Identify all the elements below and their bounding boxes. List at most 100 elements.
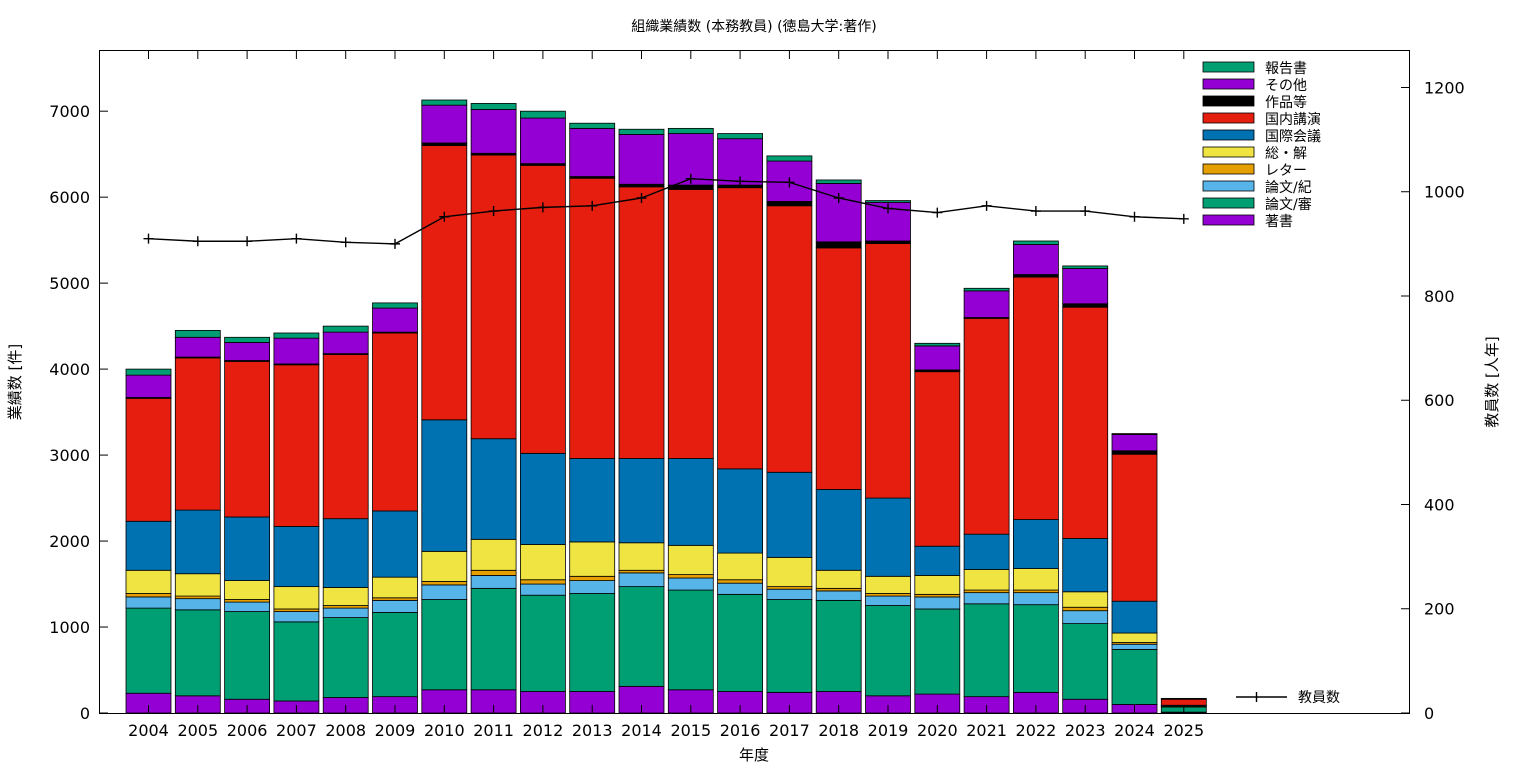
bar-segment-9 bbox=[1062, 265, 1109, 269]
bar-segment-9 bbox=[569, 122, 616, 129]
x-tick-label: 2015 bbox=[670, 721, 711, 740]
line-point bbox=[932, 207, 943, 218]
x-tick-label: 2019 bbox=[868, 721, 909, 740]
bar-segment-1 bbox=[717, 593, 763, 692]
bar-segment-6 bbox=[618, 186, 665, 459]
line-point bbox=[1129, 211, 1140, 222]
bar-segment-6 bbox=[470, 154, 517, 440]
x-tick-label: 2012 bbox=[523, 721, 564, 740]
bar-segment-6 bbox=[421, 145, 468, 421]
line-point bbox=[390, 238, 400, 249]
legend-label: 著書 bbox=[1265, 214, 1293, 230]
bar-segment-3 bbox=[520, 579, 566, 585]
x-tick-label: 2020 bbox=[917, 721, 958, 740]
line-legend-label: 教員数 bbox=[1298, 690, 1340, 706]
bar-segment-2 bbox=[322, 607, 369, 618]
bar-segment-4 bbox=[815, 569, 862, 589]
bar-segment-6 bbox=[914, 371, 961, 547]
bar-segment-8 bbox=[963, 290, 1010, 318]
bar-segment-9 bbox=[372, 302, 418, 309]
bar-segment-8 bbox=[569, 127, 616, 177]
bar-segment-9 bbox=[618, 128, 665, 135]
x-tick-label: 2011 bbox=[473, 721, 514, 740]
line-point bbox=[784, 177, 795, 188]
bar-segment-6 bbox=[815, 247, 862, 490]
bar-segment-5 bbox=[421, 419, 468, 552]
y-axis-right: 0 200 400 600 800 1000 1200 bbox=[1401, 78, 1465, 723]
bar-segment-4 bbox=[1062, 591, 1109, 608]
x-tick-label: 2010 bbox=[424, 721, 465, 740]
y-axis-label: 業績数 [件] bbox=[6, 344, 24, 420]
bar-segment-5 bbox=[963, 533, 1010, 570]
bar-segment-2 bbox=[174, 598, 221, 611]
bar-segment-3 bbox=[717, 579, 763, 584]
bar-segment-8 bbox=[372, 307, 418, 333]
bar-segment-4 bbox=[667, 544, 714, 575]
bar-segment-1 bbox=[224, 611, 271, 700]
line-point bbox=[1030, 206, 1041, 217]
y2-tick-label: 800 bbox=[1424, 287, 1455, 306]
bar-segment-9 bbox=[914, 342, 961, 347]
bar-segment-5 bbox=[815, 489, 862, 571]
bar-segment-1 bbox=[1111, 648, 1158, 705]
bar-segment-9 bbox=[667, 127, 714, 134]
x-axis-label: 年度 bbox=[739, 746, 769, 764]
x-tick-label: 2008 bbox=[325, 721, 366, 740]
bar-segment-6 bbox=[273, 364, 320, 527]
bar-segment-2 bbox=[1013, 592, 1059, 606]
legend-swatch bbox=[1202, 197, 1255, 209]
bar-segment-9 bbox=[224, 336, 271, 343]
bar-segment-4 bbox=[322, 587, 369, 606]
bar-segment-1 bbox=[1013, 604, 1059, 693]
bar-segment-4 bbox=[520, 544, 566, 581]
x-tick-label: 2013 bbox=[572, 721, 613, 740]
line-point bbox=[340, 237, 351, 248]
y-tick-label: 4000 bbox=[49, 360, 90, 379]
legend-swatch bbox=[1202, 129, 1255, 141]
bar-segment-5 bbox=[125, 520, 172, 571]
bar-segment-2 bbox=[520, 583, 566, 596]
y-tick-label: 3000 bbox=[49, 446, 90, 465]
line-point bbox=[833, 192, 844, 203]
bar-segment-8 bbox=[1062, 268, 1109, 305]
y-axis-left: 0 1000 2000 3000 4000 5000 6000 7000 bbox=[49, 102, 108, 723]
bar-segment-6 bbox=[717, 187, 763, 470]
line-point bbox=[192, 236, 203, 247]
legend-label: レター bbox=[1265, 163, 1307, 179]
y2-tick-label: 0 bbox=[1424, 704, 1434, 723]
bar-segment-2 bbox=[618, 572, 665, 588]
bar-segment-5 bbox=[273, 526, 320, 588]
bar-segment-9 bbox=[421, 99, 468, 106]
bar-segment-4 bbox=[618, 542, 665, 571]
line-point bbox=[587, 200, 598, 211]
plot-frame bbox=[99, 50, 1410, 714]
bar-segment-9 bbox=[865, 200, 911, 203]
x-tick-label: 2007 bbox=[276, 721, 317, 740]
x-tick-label: 2016 bbox=[720, 721, 761, 740]
bar-segment-7 bbox=[766, 201, 813, 207]
bar-segment-4 bbox=[421, 550, 468, 582]
bar-segment-2 bbox=[569, 580, 616, 594]
bar-segment-9 bbox=[174, 330, 221, 338]
bar-segment-4 bbox=[1111, 632, 1158, 643]
bar-segment-9 bbox=[520, 110, 566, 119]
bar-segment-7 bbox=[1111, 450, 1158, 455]
line-point bbox=[1178, 213, 1189, 224]
bar-segment-6 bbox=[1160, 698, 1207, 706]
bar-segment-8 bbox=[322, 331, 369, 355]
x-tick-label: 2023 bbox=[1065, 721, 1106, 740]
bar-segment-4 bbox=[865, 575, 911, 594]
x-axis: 2004 2005 2006 2007 2008 2009 2010 2011 2012 2013… bbox=[128, 51, 1204, 740]
legend-swatch bbox=[1202, 163, 1255, 175]
bar-segment-6 bbox=[766, 205, 813, 473]
y-tick-label: 5000 bbox=[49, 274, 90, 293]
bar-segment-2 bbox=[224, 601, 271, 612]
legend-swatch bbox=[1202, 180, 1255, 192]
x-tick-label: 2005 bbox=[177, 721, 218, 740]
bar-segment-4 bbox=[766, 556, 813, 588]
bar-segment-5 bbox=[1111, 600, 1158, 634]
line-legend: 教員数 bbox=[1236, 690, 1340, 706]
legend-label: 報告書 bbox=[1265, 61, 1307, 77]
legend-label: その他 bbox=[1265, 78, 1307, 94]
